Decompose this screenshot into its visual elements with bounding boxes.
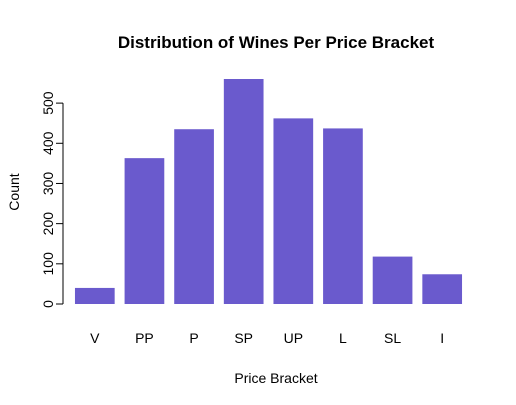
x-tick-label: UP — [284, 330, 303, 346]
bars — [74, 79, 463, 304]
bar-pp — [124, 158, 165, 304]
x-tick-label: I — [440, 330, 444, 346]
bar-sp — [223, 79, 264, 304]
y-axis-ticks: 0 100 200 300 400 500 — [40, 91, 63, 308]
y-axis-title: Count — [6, 173, 22, 210]
y-tick-label: 200 — [40, 212, 56, 236]
x-tick-label: PP — [135, 330, 154, 346]
x-axis-title: Price Bracket — [234, 370, 317, 386]
bar-up — [273, 118, 314, 304]
y-tick-label: 300 — [40, 172, 56, 196]
bar-p — [174, 129, 214, 304]
x-tick-label: V — [90, 330, 100, 346]
y-tick-label: 0 — [40, 300, 56, 308]
bar-sl — [372, 256, 413, 304]
x-tick-label: P — [189, 330, 198, 346]
x-tick-label: L — [339, 330, 347, 346]
y-tick-label: 100 — [40, 252, 56, 276]
bar-l — [323, 128, 363, 304]
y-tick-label: 500 — [40, 91, 56, 115]
y-tick-label: 400 — [40, 131, 56, 155]
chart-title: Distribution of Wines Per Price Bracket — [118, 33, 435, 52]
x-tick-label: SP — [234, 330, 253, 346]
x-axis-tick-labels: V PP P SP UP L SL I — [90, 330, 444, 346]
bar-i — [422, 274, 463, 304]
x-tick-label: SL — [384, 330, 401, 346]
bar-v — [74, 287, 115, 304]
